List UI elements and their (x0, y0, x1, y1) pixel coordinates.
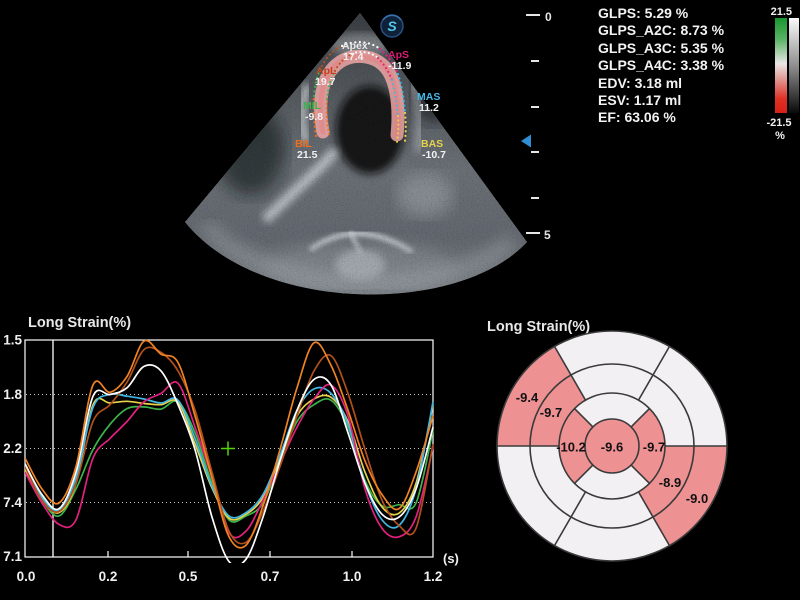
measurement-glps-a4c: GLPS_A4C: 3.38 % (598, 57, 725, 74)
focus-depth-marker[interactable] (521, 134, 531, 148)
strain-curve-ApS (25, 381, 434, 539)
strain-curve-MIL (25, 397, 434, 523)
svg-text:7.1: 7.1 (3, 549, 22, 564)
measurement-edv: EDV: 3.18 ml (598, 74, 683, 91)
svg-text:-8.9: -8.9 (659, 475, 681, 490)
bullseye-grid (496, 330, 728, 562)
measurements-panel: GLPS: 5.29 % GLPS_A2C: 8.73 % GLPS_A3C: … (598, 5, 724, 127)
strain-curve-BAS (25, 394, 434, 521)
svg-text:1.0: 1.0 (343, 569, 362, 584)
strain-curve-chart: Long Strain(%) 1.5 1.8 2.2 7.4 7.1 0.0 0… (3, 315, 459, 584)
bullseye-plot: Long Strain(%) (487, 319, 728, 562)
segment-labels: Apex 17.4 ApL 19.7 ApS -11.9 MIL -9.8 MA… (295, 40, 446, 161)
crosshair-marker[interactable] (221, 441, 235, 456)
segment-label-mas: MAS (417, 91, 440, 103)
segment-value-mil: -9.8 (305, 111, 323, 123)
bullseye-title: Long Strain(%) (487, 319, 590, 335)
segment-label-apex: Apex (342, 40, 368, 52)
ultrasound-image: Apex 17.4 ApL 19.7 ApS -11.9 MIL -9.8 MA… (185, 10, 552, 295)
ultrasound-sector (185, 13, 527, 295)
colorbar-min-label: -21.5 (766, 117, 792, 129)
segment-value-bil: 21.5 (297, 149, 318, 161)
svg-text:0.5: 0.5 (179, 569, 198, 584)
bullseye-seg-outer-lower-right (653, 446, 728, 547)
svg-text:-9.6: -9.6 (601, 440, 623, 455)
svg-text:-9.0: -9.0 (686, 491, 708, 506)
bullseye-highlighted-segments (497, 346, 728, 547)
vendor-logo: S (380, 14, 404, 38)
colorbar-unit-label: % (775, 130, 785, 142)
segment-value-mas: 11.2 (419, 102, 439, 114)
segment-value-apl: 19.7 (315, 76, 336, 88)
bullseye-seg-inner-left (558, 408, 593, 484)
depth-label-bottom: 5 (544, 228, 551, 242)
measurement-glps-a3c: GLPS_A3C: 5.35 % (598, 39, 725, 56)
svg-text:1.8: 1.8 (3, 387, 22, 402)
bullseye-seg-outer-upper-left (497, 346, 571, 446)
x-axis-ticks (107, 551, 353, 557)
svg-text:0.0: 0.0 (17, 569, 36, 584)
segment-label-bil: BIL (295, 138, 313, 150)
bullseye-seg-middle-lower-right (638, 446, 694, 518)
svg-text:2.2: 2.2 (3, 441, 22, 456)
svg-text:7.4: 7.4 (3, 495, 22, 510)
depth-label-top: 0 (545, 10, 552, 24)
segment-label-apl: ApL (316, 65, 337, 77)
strain-roi-band (314, 50, 405, 142)
svg-text:-9.7: -9.7 (540, 405, 562, 420)
y-axis-labels: 1.5 1.8 2.2 7.4 7.1 (3, 333, 22, 565)
depth-ruler: 0 5 (521, 10, 552, 242)
svg-text:0.7: 0.7 (261, 569, 280, 584)
measurement-glps-a2c: GLPS_A2C: 8.73 % (598, 22, 725, 39)
strain-curve-Apex (25, 364, 434, 563)
measurement-ef: EF: 63.06 % (598, 109, 676, 126)
colorbar-max-label: 21.5 (770, 6, 792, 18)
strain-curve-ApL (25, 346, 434, 545)
strain-curve-BIL (25, 339, 434, 549)
svg-text:1.2: 1.2 (424, 569, 443, 584)
measurement-esv: ESV: 1.17 ml (598, 92, 682, 109)
segment-contours-outer (312, 41, 407, 143)
segment-value-aps: -11.9 (388, 60, 412, 72)
svg-text:0.2: 0.2 (99, 569, 118, 584)
curve-chart-title: Long Strain(%) (28, 315, 131, 331)
segment-label-bas: BAS (421, 138, 443, 150)
segment-label-mil: MIL (303, 100, 322, 112)
bullseye-values: -9.4 -9.7 -10.2 -9.6 -9.7 -8.9 -9.0 (516, 390, 708, 506)
segment-value-bas: -10.7 (422, 149, 446, 161)
bullseye-seg-inner-right (631, 408, 666, 484)
x-axis-unit: (s) (443, 551, 459, 566)
logo-letter: S (387, 18, 397, 34)
strain-colorbar (775, 18, 787, 113)
svg-text:-10.2: -10.2 (556, 440, 586, 455)
segment-label-aps: ApS (388, 49, 409, 61)
measurement-glps: GLPS: 5.29 % (598, 5, 689, 21)
strain-curves (25, 339, 434, 563)
bullseye-seg-apex-center (585, 419, 639, 473)
svg-text:-9.4: -9.4 (516, 390, 539, 405)
bullseye-seg-middle-upper-left (530, 374, 586, 446)
x-axis-labels: 0.0 0.2 0.5 0.7 1.0 1.2 (s) (17, 551, 459, 584)
segment-value-apex: 17.4 (343, 51, 364, 63)
svg-text:1.5: 1.5 (3, 333, 22, 348)
grayscale-colorbar (789, 18, 799, 113)
segment-contours-inner (325, 50, 400, 143)
svg-text:-9.7: -9.7 (643, 440, 665, 455)
